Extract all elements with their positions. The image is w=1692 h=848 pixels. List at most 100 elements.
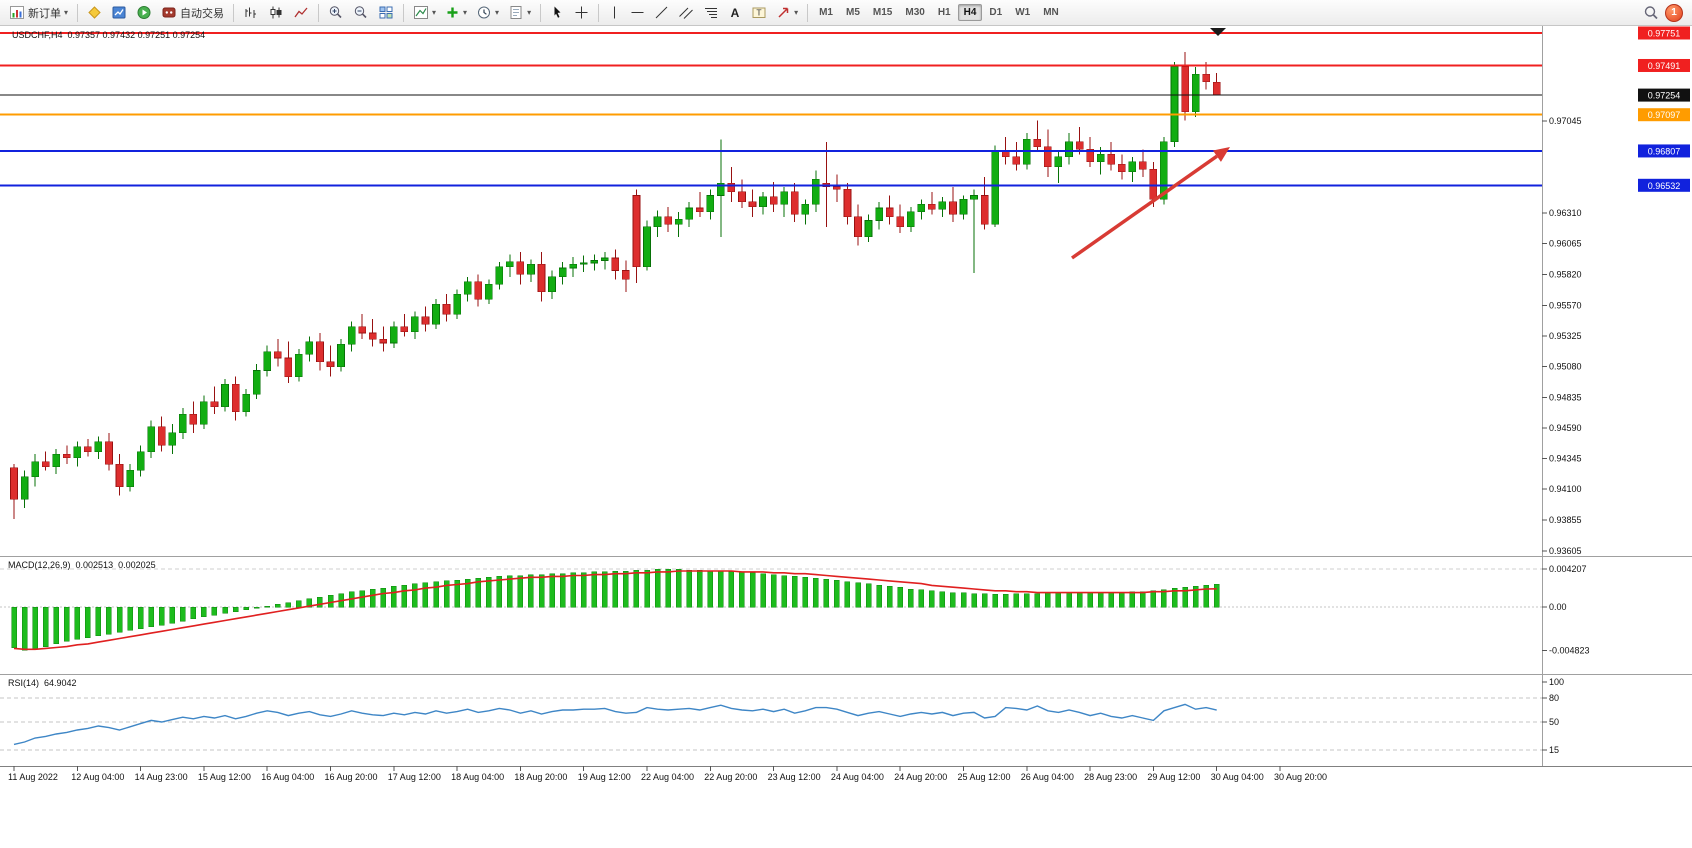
vertical-line-button[interactable]	[604, 1, 625, 24]
macd-histogram-bar	[897, 586, 903, 608]
macd-histogram-bar	[433, 581, 439, 608]
macd-histogram-bar	[517, 575, 524, 608]
y-axis-label: 0.94590	[1549, 423, 1582, 433]
macd-histogram-bar	[665, 568, 671, 608]
auto-trading-button[interactable]: 自动交易	[157, 1, 228, 24]
macd-histogram-bar	[992, 594, 998, 608]
macd-histogram-bar	[64, 606, 70, 642]
search-icon	[1644, 5, 1658, 19]
add-indicator-button[interactable]: ▾	[441, 1, 471, 24]
market-watch-button[interactable]	[107, 1, 131, 24]
macd-histogram-bar	[486, 577, 492, 608]
separator	[807, 3, 809, 22]
bull-candle	[126, 470, 134, 487]
bull-candle	[484, 283, 493, 300]
macd-histogram-bar	[559, 573, 566, 608]
notification-badge[interactable]: 1	[1665, 3, 1683, 22]
zoom-out-button[interactable]	[349, 1, 373, 24]
bull-candle	[252, 370, 261, 395]
line-chart-button[interactable]	[289, 1, 313, 24]
macd-histogram-bar	[675, 568, 682, 608]
macd-histogram-bar	[549, 573, 555, 608]
periods-button[interactable]: ▾	[472, 1, 503, 24]
macd-histogram-bar	[1076, 592, 1083, 608]
bull-candle	[643, 226, 651, 268]
macd-histogram-bar	[1097, 592, 1104, 608]
cursor-button[interactable]	[546, 1, 569, 24]
ohlc-values: 0.97357 0.97432 0.97251 0.97254	[67, 30, 206, 40]
strategy-tester-button[interactable]	[132, 1, 156, 24]
bear-candle	[326, 361, 335, 368]
y-axis-label: 0.97045	[1549, 116, 1582, 126]
bear-candle	[896, 216, 905, 228]
timeframe-h1-button[interactable]: H1	[937, 7, 951, 18]
bear-candle	[421, 316, 430, 325]
timeframe-mn-button[interactable]: MN	[1043, 7, 1059, 18]
macd-histogram-bar	[749, 572, 756, 608]
macd-histogram-bar	[443, 580, 450, 608]
bear-candle	[41, 461, 50, 467]
arrows-button[interactable]: ▾	[772, 1, 802, 24]
macd-label: MACD(12,26,9)	[8, 560, 71, 570]
macd-header: MACD(12,26,9) 0.002513 0.002025	[8, 560, 161, 570]
bear-candle	[622, 270, 630, 280]
text-label-button[interactable]: T	[747, 1, 771, 24]
trend-arrow-shaft[interactable]	[1070, 154, 1218, 260]
timeframe-m1-button[interactable]: M1	[819, 7, 833, 18]
chart-shift-marker[interactable]	[1210, 28, 1226, 36]
x-axis-label: 12 Aug 04:00	[71, 772, 124, 782]
macd-histogram-bar	[296, 600, 302, 608]
channel-button[interactable]	[674, 1, 698, 24]
zoom-in-button[interactable]	[324, 1, 348, 24]
price-badge-label: 0.96807	[1648, 146, 1681, 156]
timeframe-d1-button[interactable]: D1	[989, 7, 1003, 18]
trendline-button[interactable]	[650, 1, 673, 24]
fibonacci-button[interactable]	[699, 1, 723, 24]
metaeditor-button[interactable]	[83, 1, 106, 24]
macd-histogram-bar	[718, 570, 724, 608]
svg-text:T: T	[756, 8, 761, 18]
macd-histogram-bar	[908, 588, 914, 608]
bear-candle	[105, 441, 113, 465]
new-order-button[interactable]: 新订单 ▾	[5, 1, 72, 24]
macd-histogram-bar	[1150, 590, 1157, 608]
bull-candle	[579, 262, 588, 265]
bear-candle	[189, 413, 198, 425]
x-axis-label: 29 Aug 12:00	[1147, 772, 1200, 782]
bear-candle	[210, 401, 219, 407]
market-watch-icon	[112, 6, 126, 19]
bear-candle	[854, 216, 862, 238]
candlestick-chart-button[interactable]	[264, 1, 288, 24]
macd-histogram-bar	[686, 569, 692, 608]
macd-histogram-bar	[190, 606, 197, 619]
crosshair-button[interactable]	[570, 1, 593, 24]
macd-histogram-bar	[654, 568, 661, 608]
bull-candle	[52, 453, 61, 467]
trend-arrow-head[interactable]	[1212, 147, 1230, 162]
timeframe-m5-button[interactable]: M5	[846, 7, 860, 18]
rsi-scale-label: 80	[1549, 693, 1559, 703]
timeframe-w1-button[interactable]: W1	[1015, 7, 1031, 18]
bear-candle	[157, 426, 166, 446]
macd-histogram-bar	[1171, 587, 1178, 608]
text-button[interactable]: A	[724, 1, 746, 24]
timeframe-m15-button[interactable]: M15	[872, 7, 893, 18]
bar-chart-button[interactable]	[239, 1, 263, 24]
bear-candle	[727, 182, 736, 193]
bear-candle	[231, 383, 240, 412]
timeframe-m30-button[interactable]: M30	[905, 7, 925, 18]
tile-windows-button[interactable]	[374, 1, 398, 24]
macd-histogram-bar	[306, 598, 313, 608]
indicators-button[interactable]: ▾	[409, 1, 440, 24]
macd-histogram-bar	[137, 606, 144, 629]
timeframe-h4-button[interactable]: H4	[957, 4, 983, 21]
clock-icon	[478, 6, 491, 19]
search-button[interactable]	[1639, 1, 1664, 24]
bull-candle	[991, 151, 999, 225]
macd-histogram-bar	[475, 577, 481, 608]
templates-button[interactable]: ▾	[504, 1, 535, 24]
macd-histogram-bar	[760, 573, 766, 608]
horizontal-line-button[interactable]	[626, 1, 649, 24]
rsi-label: RSI(14)	[8, 678, 40, 688]
